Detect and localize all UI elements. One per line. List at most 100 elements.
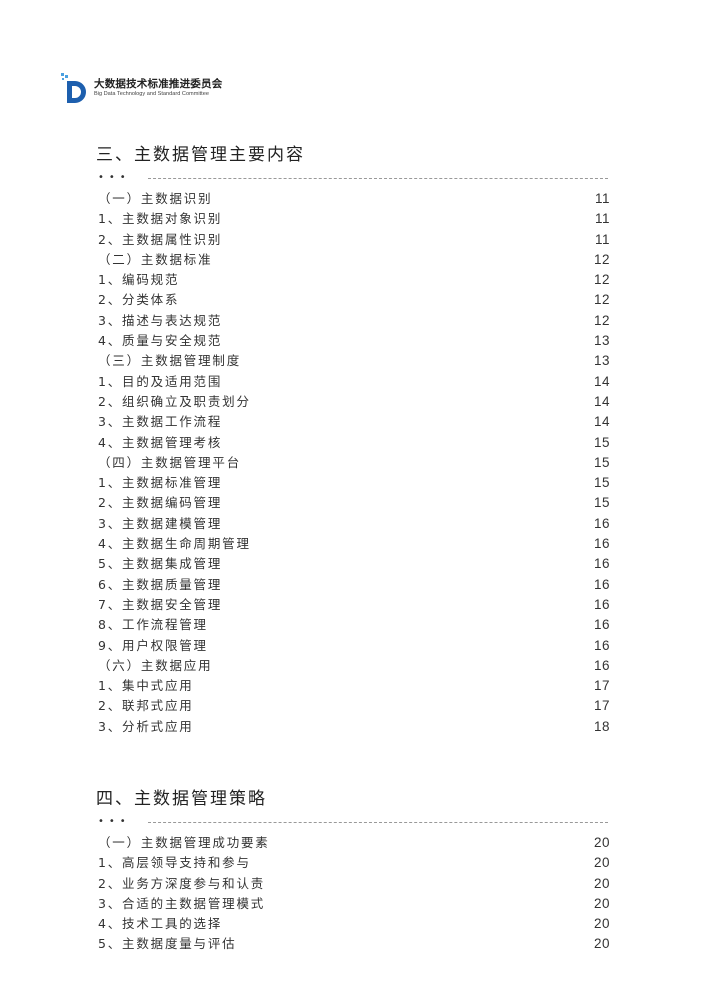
toc-entry-label: 2、主数据编码管理 (98, 495, 223, 511)
toc-entry-page: 13 (593, 333, 610, 349)
toc-entry-page: 16 (593, 596, 610, 612)
toc-entry[interactable]: 2、分类体系 12 (96, 290, 610, 310)
d-logo-icon (61, 73, 86, 103)
toc-entry-label: （四）主数据管理平台 (98, 454, 242, 470)
toc-entry[interactable]: （一）主数据识别 11 (96, 189, 610, 209)
toc-entry[interactable]: 1、高层领导支持和参与 20 (96, 853, 610, 873)
toc-entry-page: 12 (593, 251, 610, 267)
toc-entry-label: 8、工作流程管理 (98, 617, 208, 633)
toc-entry-page: 17 (593, 678, 610, 694)
toc-entry[interactable]: 1、目的及适用范围 14 (96, 372, 610, 392)
toc-entry-page: 20 (593, 916, 610, 932)
toc-entry[interactable]: 6、主数据质量管理 16 (96, 575, 610, 595)
toc-entry-page: 20 (593, 875, 610, 891)
toc-entry-label: 3、主数据工作流程 (98, 414, 223, 430)
toc-entry[interactable]: 5、主数据度量与评估 20 (96, 934, 610, 954)
section-title: 三、主数据管理主要内容 (96, 145, 305, 165)
toc-entry[interactable]: 5、主数据集成管理 16 (96, 554, 610, 574)
toc-entry[interactable]: 3、主数据建模管理 16 (96, 514, 610, 534)
toc-entry[interactable]: 3、合适的主数据管理模式 20 (96, 894, 610, 914)
toc-entry-label: 1、主数据对象识别 (98, 211, 223, 227)
toc-entry-page: 11 (594, 211, 610, 227)
toc-entry-page: 16 (593, 657, 610, 673)
toc-entry-label: 2、组织确立及职责划分 (98, 393, 251, 409)
toc-entry[interactable]: 4、质量与安全规范 13 (96, 331, 610, 351)
toc-entry[interactable]: 2、主数据属性识别 11 (96, 230, 610, 250)
toc-entry-label: 1、高层领导支持和参与 (98, 855, 251, 871)
toc-entry[interactable]: 1、集中式应用 17 (96, 676, 610, 696)
toc-entry-label: 6、主数据质量管理 (98, 576, 223, 592)
toc-entry[interactable]: 3、描述与表达规范 12 (96, 311, 610, 331)
toc-entry-page: 20 (593, 835, 610, 850)
committee-logo: 大数据技术标准推进委员会 Big Data Technology and Sta… (60, 72, 222, 104)
toc-entry-page: 17 (593, 698, 610, 714)
toc-entry-page: 16 (593, 515, 610, 531)
toc-entry[interactable]: 3、主数据工作流程 14 (96, 412, 610, 432)
toc-entry-label: 2、分类体系 (98, 292, 180, 308)
toc-entry-page: 12 (593, 292, 610, 308)
toc-entry[interactable]: 3、分析式应用 18 (96, 717, 610, 737)
toc-entry[interactable]: （四）主数据管理平台 15 (96, 453, 610, 473)
toc-entry-label: 4、主数据管理考核 (98, 434, 223, 450)
toc-entry[interactable]: 2、联邦式应用 17 (96, 696, 610, 716)
toc-entry-page: 12 (593, 272, 610, 288)
logo-name-en: Big Data Technology and Standard Committ… (94, 91, 209, 97)
toc-entry-label: （二）主数据标准 (98, 251, 213, 267)
toc-entry-page: 14 (593, 414, 610, 430)
toc-entry-label: 1、编码规范 (98, 272, 180, 288)
toc-entry[interactable]: 2、组织确立及职责划分 14 (96, 392, 610, 412)
toc-entry-page: 20 (593, 895, 610, 911)
toc-entry[interactable]: 1、主数据对象识别 11 (96, 209, 610, 229)
toc-entry-label: 5、主数据度量与评估 (98, 936, 237, 952)
toc-list: （一）主数据识别 11 1、主数据对象识别 11 2、主数据属性识别 11 （二）主数据标准… (96, 189, 610, 737)
toc-entry-label: 9、用户权限管理 (98, 637, 208, 653)
toc-entry-page: 16 (593, 617, 610, 633)
toc-entry-page: 16 (593, 556, 610, 572)
toc-entry-page: 15 (593, 495, 610, 511)
toc-entry[interactable]: （一）主数据管理成功要素 20 (96, 833, 610, 853)
toc-entry[interactable]: 7、主数据安全管理 16 (96, 595, 610, 615)
toc-entry-label: （一）主数据识别 (98, 191, 213, 206)
toc-entry[interactable]: （三）主数据管理制度 13 (96, 351, 610, 371)
toc-entry-page: 20 (593, 855, 610, 871)
toc-entry-label: （一）主数据管理成功要素 (98, 835, 270, 850)
toc-entry-label: 7、主数据安全管理 (98, 596, 223, 612)
toc-entry[interactable]: （二）主数据标准 12 (96, 250, 610, 270)
toc-entry-page: 15 (593, 475, 610, 491)
toc-entry[interactable]: 1、主数据标准管理 15 (96, 473, 610, 493)
toc-entry-page: 11 (594, 231, 610, 247)
toc-entry-page: 14 (593, 373, 610, 389)
section-title: 四、主数据管理策略 (96, 789, 267, 809)
toc-entry[interactable]: 4、主数据管理考核 15 (96, 433, 610, 453)
toc-section: 三、主数据管理主要内容 ••• （一）主数据识别 11 1、主数据对象识别 11 2、主… (96, 143, 610, 737)
toc-entry[interactable]: 1、编码规范 12 (96, 270, 610, 290)
toc-entry[interactable]: 8、工作流程管理 16 (96, 615, 610, 635)
toc-entry-label: 5、主数据集成管理 (98, 556, 223, 572)
toc-list: （一）主数据管理成功要素 20 1、高层领导支持和参与 20 2、业务方深度参与和认责 2… (96, 833, 610, 955)
toc-entry[interactable]: 9、用户权限管理 16 (96, 636, 610, 656)
toc-entry-page: 13 (593, 353, 610, 369)
toc-entry-page: 12 (593, 312, 610, 328)
toc-entry[interactable]: 4、主数据生命周期管理 16 (96, 534, 610, 554)
toc-section: 四、主数据管理策略 ••• （一）主数据管理成功要素 20 1、高层领导支持和参与 2… (96, 787, 610, 955)
toc-entry-label: 3、合适的主数据管理模式 (98, 895, 266, 911)
toc-entry-page: 18 (593, 718, 610, 734)
toc-entry-label: 2、主数据属性识别 (98, 231, 223, 247)
toc-entry-label: 3、主数据建模管理 (98, 515, 223, 531)
toc-entry-page: 15 (593, 454, 610, 470)
toc-entry[interactable]: 4、技术工具的选择 20 (96, 914, 610, 934)
toc-entry[interactable]: 2、主数据编码管理 15 (96, 493, 610, 513)
toc-entry[interactable]: （六）主数据应用 16 (96, 656, 610, 676)
toc-entry-label: 2、联邦式应用 (98, 698, 194, 714)
toc-entry-page: 15 (593, 434, 610, 450)
toc-entry-label: 4、质量与安全规范 (98, 333, 223, 349)
logo-name-cn: 大数据技术标准推进委员会 (94, 78, 223, 90)
section-divider: ••• (96, 171, 610, 185)
toc-entry-label: （六）主数据应用 (98, 657, 213, 673)
toc-entry-label: 1、集中式应用 (98, 678, 194, 694)
toc-entry-label: 4、主数据生命周期管理 (98, 536, 251, 552)
toc-entry[interactable]: 2、业务方深度参与和认责 20 (96, 874, 610, 894)
section-divider: ••• (96, 815, 610, 829)
toc-entry-label: 3、描述与表达规范 (98, 312, 223, 328)
toc-entry-page: 16 (593, 576, 610, 592)
